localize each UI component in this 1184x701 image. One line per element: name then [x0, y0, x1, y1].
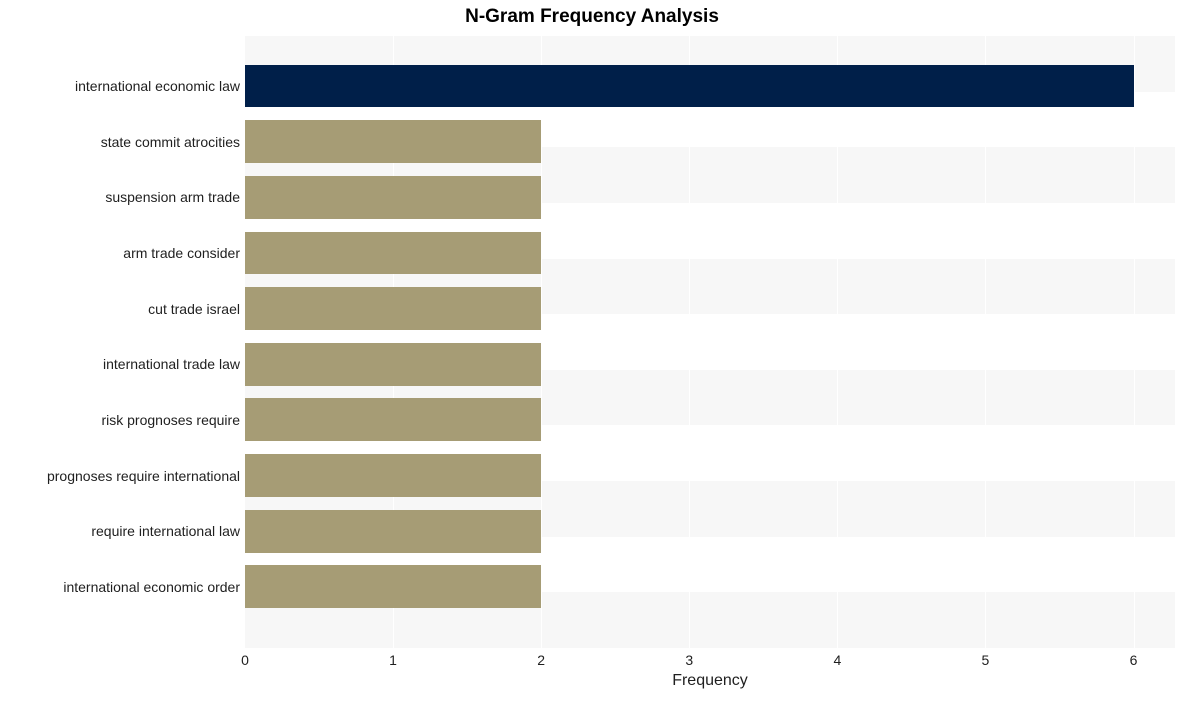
x-tick-label: 3: [685, 652, 693, 668]
grid-line: [689, 36, 690, 648]
x-tick-label: 5: [982, 652, 990, 668]
x-tick-label: 4: [833, 652, 841, 668]
y-tick-label: require international law: [0, 523, 240, 539]
y-tick-label: international trade law: [0, 356, 240, 372]
bar: [245, 65, 1134, 108]
x-tick-label: 2: [537, 652, 545, 668]
chart-title: N-Gram Frequency Analysis: [0, 6, 1184, 28]
bar: [245, 287, 541, 330]
y-tick-label: prognoses require international: [0, 468, 240, 484]
bar: [245, 343, 541, 386]
grid-line: [541, 36, 542, 648]
y-tick-label: international economic order: [0, 579, 240, 595]
bar: [245, 176, 541, 219]
grid-line: [985, 36, 986, 648]
grid-line: [837, 36, 838, 648]
bar: [245, 232, 541, 275]
bar: [245, 565, 541, 608]
bar: [245, 398, 541, 441]
bar: [245, 510, 541, 553]
plot-area: [245, 36, 1175, 648]
x-axis-label: Frequency: [245, 672, 1175, 690]
y-tick-label: international economic law: [0, 78, 240, 94]
y-tick-label: suspension arm trade: [0, 189, 240, 205]
x-tick-label: 1: [389, 652, 397, 668]
bar: [245, 454, 541, 497]
x-tick-label: 0: [241, 652, 249, 668]
bar: [245, 120, 541, 163]
y-tick-label: arm trade consider: [0, 245, 240, 261]
y-tick-label: cut trade israel: [0, 301, 240, 317]
grid-line: [1134, 36, 1135, 648]
y-tick-label: risk prognoses require: [0, 412, 240, 428]
x-tick-label: 6: [1130, 652, 1138, 668]
y-tick-label: state commit atrocities: [0, 134, 240, 150]
